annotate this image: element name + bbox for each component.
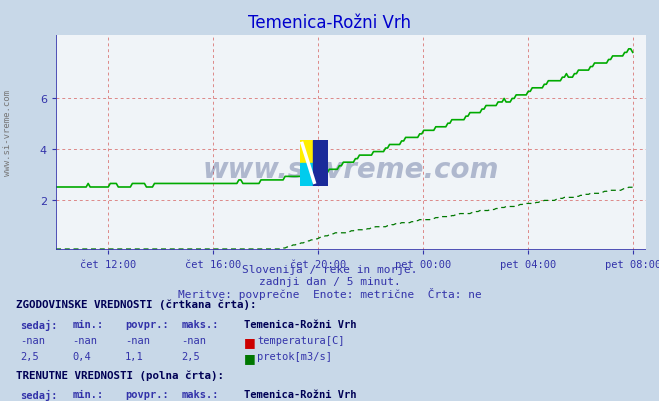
Text: -nan: -nan	[125, 336, 150, 346]
Text: sedaj:: sedaj:	[20, 319, 57, 330]
Text: www.si-vreme.com: www.si-vreme.com	[203, 155, 499, 183]
Bar	[300, 164, 314, 186]
Text: pretok[m3/s]: pretok[m3/s]	[257, 351, 332, 361]
Text: 2,5: 2,5	[20, 351, 38, 361]
Text: 1,1: 1,1	[125, 351, 144, 361]
Text: zadnji dan / 5 minut.: zadnji dan / 5 minut.	[258, 276, 401, 286]
Text: min.:: min.:	[72, 319, 103, 329]
Text: povpr.:: povpr.:	[125, 319, 169, 329]
Text: Temenica-Rožni Vrh: Temenica-Rožni Vrh	[248, 14, 411, 32]
Text: maks.:: maks.:	[181, 319, 219, 329]
Text: ■: ■	[244, 336, 256, 348]
Text: Temenica-Rožni Vrh: Temenica-Rožni Vrh	[244, 319, 357, 329]
Bar	[313, 140, 328, 186]
Text: temperatura[C]: temperatura[C]	[257, 336, 345, 346]
Text: Meritve: povprečne  Enote: metrične  Črta: ne: Meritve: povprečne Enote: metrične Črta:…	[178, 287, 481, 299]
Text: povpr.:: povpr.:	[125, 389, 169, 399]
Text: ZGODOVINSKE VREDNOSTI (črtkana črta):: ZGODOVINSKE VREDNOSTI (črtkana črta):	[16, 299, 257, 309]
Bar	[300, 140, 314, 164]
Text: Slovenija / reke in morje.: Slovenija / reke in morje.	[242, 265, 417, 275]
Text: 2,5: 2,5	[181, 351, 200, 361]
Text: 0,4: 0,4	[72, 351, 91, 361]
Text: min.:: min.:	[72, 389, 103, 399]
Text: -nan: -nan	[20, 336, 45, 346]
Text: TRENUTNE VREDNOSTI (polna črta):: TRENUTNE VREDNOSTI (polna črta):	[16, 369, 225, 380]
Text: -nan: -nan	[72, 336, 98, 346]
Text: maks.:: maks.:	[181, 389, 219, 399]
Text: sedaj:: sedaj:	[20, 389, 57, 400]
Text: www.si-vreme.com: www.si-vreme.com	[3, 89, 13, 175]
Text: -nan: -nan	[181, 336, 206, 346]
Text: Temenica-Rožni Vrh: Temenica-Rožni Vrh	[244, 389, 357, 399]
Text: ■: ■	[244, 351, 256, 364]
